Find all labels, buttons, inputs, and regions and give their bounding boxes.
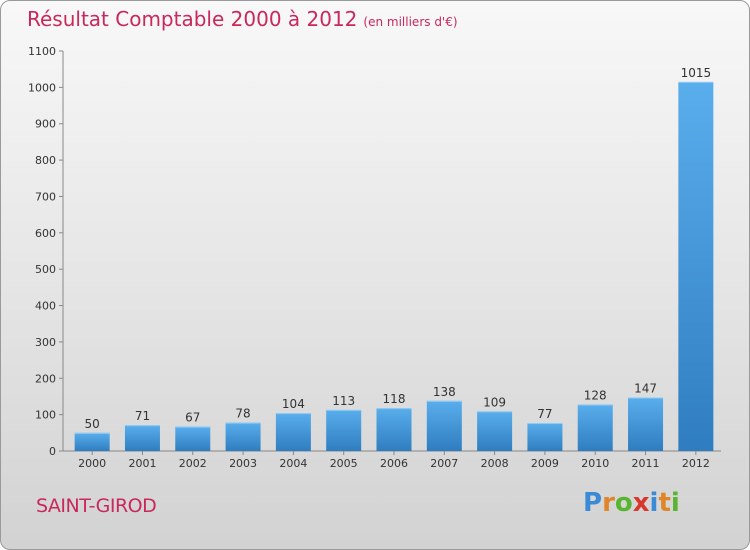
- x-tick-label-2001: 2001: [128, 457, 156, 470]
- chart-axes: 0 100 200 300 400 500 600 700 800 900 1000 1100 2000…: [28, 45, 721, 470]
- x-tick-label-2008: 2008: [481, 457, 509, 470]
- chart-bars: 50 71 67 78 104 113 118 138 109 77 128 147 1015: [74, 66, 714, 451]
- bar-2007: [426, 400, 462, 451]
- y-tick-label: 1000: [28, 81, 56, 94]
- data-label-2012: 1015: [681, 66, 712, 80]
- commune-name: SAINT-GIROD: [36, 495, 157, 517]
- bar-2004: [275, 413, 311, 451]
- y-tick-label: 400: [35, 300, 56, 313]
- x-tick-label-2005: 2005: [330, 457, 358, 470]
- y-tick-label: 700: [35, 190, 56, 203]
- bar-2003: [225, 422, 261, 451]
- bar-2006: [376, 408, 412, 451]
- x-tick-label-2007: 2007: [430, 457, 458, 470]
- x-tick-label-2006: 2006: [380, 457, 408, 470]
- data-label-2007: 138: [433, 385, 456, 399]
- x-tick-label-2010: 2010: [581, 457, 609, 470]
- chart-title: Résultat Comptable 2000 à 2012 (en millie…: [27, 7, 458, 31]
- bar-2000: [74, 432, 110, 451]
- y-tick-label: 200: [35, 372, 56, 385]
- chart-subtitle: (en milliers d'€): [363, 15, 458, 29]
- y-tick-label: 800: [35, 154, 56, 167]
- data-label-2003: 78: [235, 407, 250, 421]
- data-label-2002: 67: [185, 411, 200, 425]
- bar-2012: [678, 81, 714, 451]
- y-tick-label: 0: [49, 445, 56, 458]
- y-tick-label: 500: [35, 263, 56, 276]
- bar-2002: [175, 426, 211, 451]
- x-tick-label-2004: 2004: [279, 457, 307, 470]
- data-label-2006: 118: [383, 392, 406, 406]
- x-tick-label-2011: 2011: [632, 457, 660, 470]
- x-tick-label-2012: 2012: [682, 457, 710, 470]
- logo-letter: i: [670, 488, 680, 518]
- bar-2008: [477, 411, 513, 451]
- y-tick-label: 600: [35, 227, 56, 240]
- x-tick-label-2003: 2003: [229, 457, 257, 470]
- data-label-2008: 109: [483, 395, 506, 409]
- logo-letter: P: [583, 488, 603, 518]
- y-tick-label: 1100: [28, 45, 56, 58]
- chart-title-text: Résultat Comptable 2000 à 2012: [27, 7, 358, 31]
- bar-2001: [124, 425, 160, 451]
- logo-letter: o: [614, 488, 633, 518]
- data-label-2011: 147: [634, 382, 657, 396]
- y-tick-label: 900: [35, 118, 56, 131]
- data-label-2005: 113: [332, 394, 355, 408]
- bar-2011: [628, 397, 664, 451]
- bar-2009: [527, 423, 563, 451]
- x-tick-label-2009: 2009: [531, 457, 559, 470]
- y-tick-label: 300: [35, 336, 56, 349]
- data-label-2004: 104: [282, 397, 305, 411]
- x-tick-label-2002: 2002: [179, 457, 207, 470]
- logo-letter: x: [632, 488, 650, 518]
- data-label-2010: 128: [584, 388, 607, 402]
- x-tick-label-2000: 2000: [78, 457, 106, 470]
- y-tick-label: 100: [35, 409, 56, 422]
- logo-letter: r: [602, 488, 615, 518]
- data-label-2001: 71: [135, 409, 150, 423]
- proxiti-logo: Proxiti: [583, 488, 680, 518]
- data-label-2009: 77: [537, 407, 552, 421]
- logo-letter: i: [649, 488, 659, 518]
- data-label-2000: 50: [85, 417, 100, 431]
- logo-letter: t: [658, 488, 671, 518]
- bar-2005: [326, 409, 362, 451]
- bar-2010: [577, 404, 613, 451]
